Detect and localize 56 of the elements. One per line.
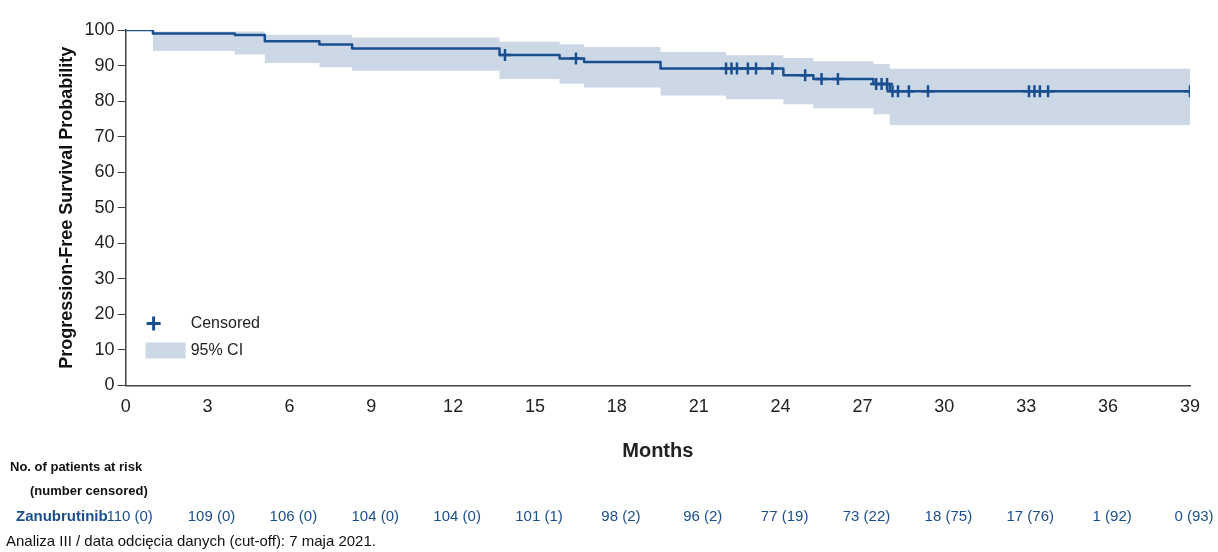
text: 1 (92) — [1092, 507, 1132, 525]
text: 106 (0) — [269, 507, 318, 525]
text: 109 (0) — [187, 507, 236, 525]
point — [901, 83, 917, 99]
text: 73 (22) — [842, 507, 891, 525]
y-tick-label: 90 — [94, 54, 115, 75]
x-tick-label: 24 — [770, 396, 791, 417]
point — [797, 67, 813, 83]
y-tick-label: 50 — [94, 196, 115, 217]
x-tick-label: 27 — [852, 396, 873, 417]
text: 104 (0) — [351, 507, 400, 525]
y-tick-label: 20 — [94, 303, 115, 324]
point — [830, 71, 846, 87]
point — [1040, 83, 1056, 99]
point — [568, 51, 584, 66]
x-tick-label: 33 — [1016, 396, 1037, 417]
legend-label: Censored — [190, 313, 261, 331]
x-tick-label: 18 — [606, 396, 627, 417]
x-tick-label: 9 — [366, 396, 377, 417]
y-tick-label: 0 — [104, 374, 115, 395]
y-tick-label: 100 — [84, 18, 115, 39]
y-tick-label: 40 — [94, 232, 115, 253]
text: 77 (19) — [760, 507, 809, 525]
text: 18 (75) — [924, 507, 973, 525]
text: 110 (0) — [106, 507, 153, 525]
point — [920, 83, 936, 99]
text: 96 (2) — [683, 507, 723, 525]
y-tick-label: 70 — [94, 125, 115, 146]
point — [765, 61, 780, 76]
y-tick-label: 60 — [94, 161, 115, 182]
x-tick-label: 6 — [284, 396, 295, 417]
legend-label: 95% CI — [190, 340, 244, 358]
text: 17 (76) — [1006, 507, 1055, 525]
x-tick-label: 36 — [1098, 396, 1119, 417]
x-axis-title: Months — [622, 438, 694, 461]
y-tick-label: 80 — [94, 90, 115, 111]
text: Analiza III / data odcięcia danych (cut-off): 7 maja 2021. — [6, 532, 376, 550]
x-tick-label: 15 — [524, 396, 546, 417]
point — [748, 61, 764, 76]
y-tick-label: 10 — [94, 338, 115, 359]
x-tick-label: 12 — [443, 396, 464, 417]
x-tick-label: 3 — [202, 396, 213, 417]
x-tick-label: 30 — [934, 396, 955, 417]
text: 0 (93) — [1174, 507, 1214, 525]
y-tick-label: 30 — [94, 267, 115, 288]
text: Zanubrutinib — [16, 507, 108, 525]
text: 98 (2) — [601, 507, 641, 525]
point — [814, 71, 829, 87]
text: No. of patients at risk (number censored) — [10, 458, 148, 498]
text: 104 (0) — [433, 507, 481, 525]
y-axis-title: Progression-Free Survival Probability — [55, 46, 76, 369]
x-tick-label: 39 — [1179, 396, 1201, 417]
x-tick-label: 0 — [120, 396, 131, 417]
x-tick-label: 21 — [688, 396, 709, 417]
text: 101 (1) — [515, 507, 563, 525]
point — [497, 47, 513, 63]
